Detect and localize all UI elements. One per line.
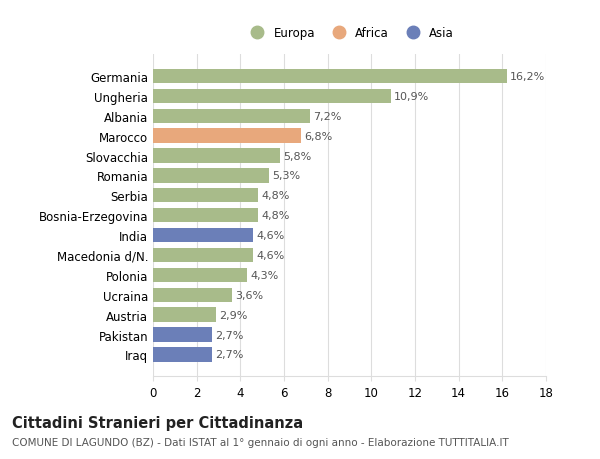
Text: 4,8%: 4,8% [261, 191, 289, 201]
Bar [153, 288, 232, 302]
Bar [153, 308, 217, 322]
Text: 6,8%: 6,8% [305, 131, 333, 141]
Text: 2,7%: 2,7% [215, 330, 244, 340]
Bar [153, 149, 280, 163]
Bar [153, 90, 391, 104]
Text: 4,6%: 4,6% [257, 230, 285, 241]
Bar [153, 229, 253, 243]
Text: 4,6%: 4,6% [257, 251, 285, 260]
Text: COMUNE DI LAGUNDO (BZ) - Dati ISTAT al 1° gennaio di ogni anno - Elaborazione TU: COMUNE DI LAGUNDO (BZ) - Dati ISTAT al 1… [12, 437, 509, 447]
Text: Cittadini Stranieri per Cittadinanza: Cittadini Stranieri per Cittadinanza [12, 415, 303, 431]
Bar [153, 248, 253, 263]
Text: 2,9%: 2,9% [220, 310, 248, 320]
Text: 4,3%: 4,3% [250, 270, 278, 280]
Text: 10,9%: 10,9% [394, 92, 430, 101]
Bar [153, 169, 269, 183]
Bar [153, 347, 212, 362]
Legend: Europa, Africa, Asia: Europa, Africa, Asia [241, 22, 458, 45]
Text: 5,8%: 5,8% [283, 151, 311, 161]
Bar [153, 70, 506, 84]
Bar [153, 129, 301, 144]
Bar [153, 189, 258, 203]
Text: 5,3%: 5,3% [272, 171, 300, 181]
Text: 16,2%: 16,2% [510, 72, 545, 82]
Bar [153, 328, 212, 342]
Bar [153, 208, 258, 223]
Text: 7,2%: 7,2% [313, 112, 342, 122]
Bar [153, 109, 310, 123]
Text: 4,8%: 4,8% [261, 211, 289, 221]
Bar [153, 268, 247, 282]
Text: 2,7%: 2,7% [215, 350, 244, 359]
Text: 3,6%: 3,6% [235, 290, 263, 300]
